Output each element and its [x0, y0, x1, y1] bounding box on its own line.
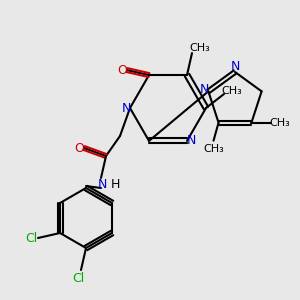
Text: O: O [117, 64, 127, 76]
Text: N: N [186, 134, 196, 147]
Text: N: N [97, 178, 107, 190]
Text: N: N [121, 101, 131, 115]
Text: Cl: Cl [72, 272, 84, 284]
Text: CH₃: CH₃ [203, 144, 224, 154]
Text: CH₃: CH₃ [269, 118, 290, 128]
Text: CH₃: CH₃ [222, 86, 242, 96]
Text: CH₃: CH₃ [190, 43, 210, 53]
Text: H: H [110, 178, 120, 190]
Text: N: N [200, 83, 209, 96]
Text: O: O [74, 142, 84, 154]
Text: N: N [230, 61, 240, 74]
Text: Cl: Cl [25, 232, 37, 244]
